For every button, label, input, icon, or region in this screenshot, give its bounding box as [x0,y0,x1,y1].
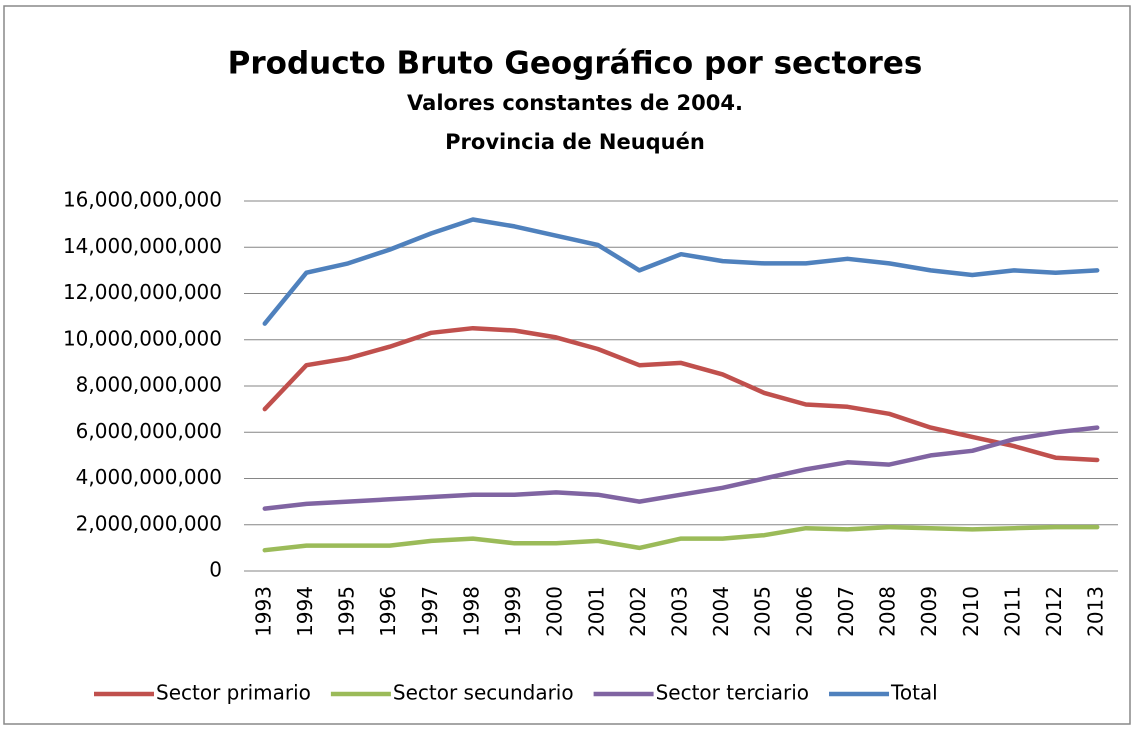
x-tick-label: 2003 [668,586,692,637]
x-tick-label: 2012 [1042,586,1066,637]
x-tick-label: 2008 [876,586,900,637]
chart-subtitle: Provincia de Neuquén [445,130,705,154]
x-tick-label: 2006 [792,586,816,637]
x-tick-label: 2001 [584,586,608,637]
chart-frame [3,5,1131,725]
y-tick-label: 0 [209,558,222,582]
y-tick-label: 4,000,000,000 [76,465,222,489]
x-tick-label: 1999 [501,586,525,637]
x-tick-label: 2007 [834,586,858,637]
x-tick-label: 2002 [626,586,650,637]
y-tick-label: 2,000,000,000 [76,511,222,535]
x-tick-label: 1995 [335,586,359,637]
chart-title: Producto Bruto Geográfico por sectores [228,46,923,82]
chart-subtitle: Valores constantes de 2004. [407,91,743,115]
y-tick-label: 10,000,000,000 [63,326,222,350]
x-tick-label: 1993 [251,586,275,637]
series-line [262,217,1100,326]
x-tick-label: 1997 [418,586,442,637]
y-tick-label: 8,000,000,000 [76,373,222,397]
y-tick-label: 12,000,000,000 [63,280,222,304]
legend-label: Sector terciario [656,681,809,705]
x-tick-label: 2013 [1084,586,1108,637]
legend-label: Total [890,681,938,705]
series-line [262,325,1100,463]
x-tick-label: 2000 [543,586,567,637]
y-tick-label: 14,000,000,000 [63,234,222,258]
x-tick-label: 2005 [751,586,775,637]
x-tick-label: 1996 [376,586,400,637]
legend-label: Sector primario [156,681,311,705]
series-line [262,425,1100,511]
x-tick-label: 1994 [293,586,317,637]
y-tick-label: 6,000,000,000 [76,419,222,443]
y-tick-label: 16,000,000,000 [63,188,222,212]
x-tick-label: 2010 [959,586,983,637]
series-line [262,524,1100,553]
x-tick-label: 2011 [1000,586,1024,637]
x-tick-label: 2009 [917,586,941,637]
x-tick-label: 2004 [709,586,733,637]
x-tick-label: 1998 [459,586,483,637]
legend-label: Sector secundario [393,681,574,705]
